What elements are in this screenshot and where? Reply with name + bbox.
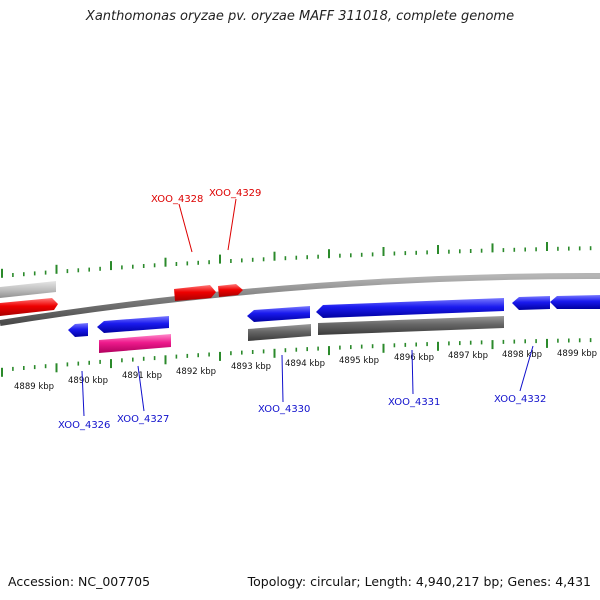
label-xoo-4327[interactable]: XOO_4327 <box>117 414 169 425</box>
gene-blue-right[interactable] <box>550 295 600 309</box>
kbp-label: 4890 kbp <box>68 376 108 386</box>
gene-xoo-4332[interactable] <box>512 296 550 310</box>
genome-backbone <box>0 272 600 326</box>
kbp-label: 4892 kbp <box>176 367 216 377</box>
gene-xoo-4330[interactable] <box>247 306 310 322</box>
label-xoo-4328[interactable]: XOO_4328 <box>151 194 203 205</box>
kbp-label: 4891 kbp <box>122 371 162 381</box>
genome-title: Xanthomonas oryzae pv. oryzae MAFF 31101… <box>85 9 515 24</box>
gene-xoo-4327[interactable] <box>97 316 169 333</box>
bottom-callouts: XOO_4326 XOO_4327 XOO_4330 XOO_4331 XOO_… <box>58 345 546 431</box>
gene-pink[interactable] <box>99 334 171 353</box>
label-xoo-4326[interactable]: XOO_4326 <box>58 420 110 431</box>
gene-gray-4331b[interactable] <box>318 316 504 335</box>
genome-summary-text: Topology: circular; Length: 4,940,217 bp… <box>247 574 591 589</box>
kbp-label: 4897 kbp <box>448 351 488 361</box>
gene-gray-left[interactable] <box>0 281 56 298</box>
kbp-label: 4898 kbp <box>502 350 542 360</box>
kbp-label: 4893 kbp <box>231 362 271 372</box>
gene-xoo-4328[interactable] <box>174 285 216 301</box>
gene-xoo-4331[interactable] <box>316 298 504 318</box>
gene-xoo-4329[interactable] <box>218 284 243 297</box>
label-xoo-4330[interactable]: XOO_4330 <box>258 404 310 415</box>
tick-row-bottom <box>1 338 592 377</box>
gene-xoo-4326[interactable] <box>68 323 88 337</box>
top-callouts: XOO_4328 XOO_4329 <box>151 188 261 253</box>
kbp-label: 4899 kbp <box>557 349 597 359</box>
label-xoo-4332[interactable]: XOO_4332 <box>494 394 546 405</box>
label-xoo-4329[interactable]: XOO_4329 <box>209 188 261 199</box>
kbp-label: 4896 kbp <box>394 353 434 363</box>
kbp-labels: 4889 kbp 4890 kbp 4891 kbp 4892 kbp 4893… <box>14 349 597 392</box>
gene-gray-4330b[interactable] <box>248 324 311 341</box>
kbp-label: 4895 kbp <box>339 356 379 366</box>
kbp-label: 4894 kbp <box>285 359 325 369</box>
accession-text: Accession: NC_007705 <box>8 574 151 589</box>
gene-red-left[interactable] <box>0 298 58 316</box>
label-xoo-4331[interactable]: XOO_4331 <box>388 397 440 408</box>
kbp-label: 4889 kbp <box>14 382 54 392</box>
tick-row-top <box>1 242 592 278</box>
